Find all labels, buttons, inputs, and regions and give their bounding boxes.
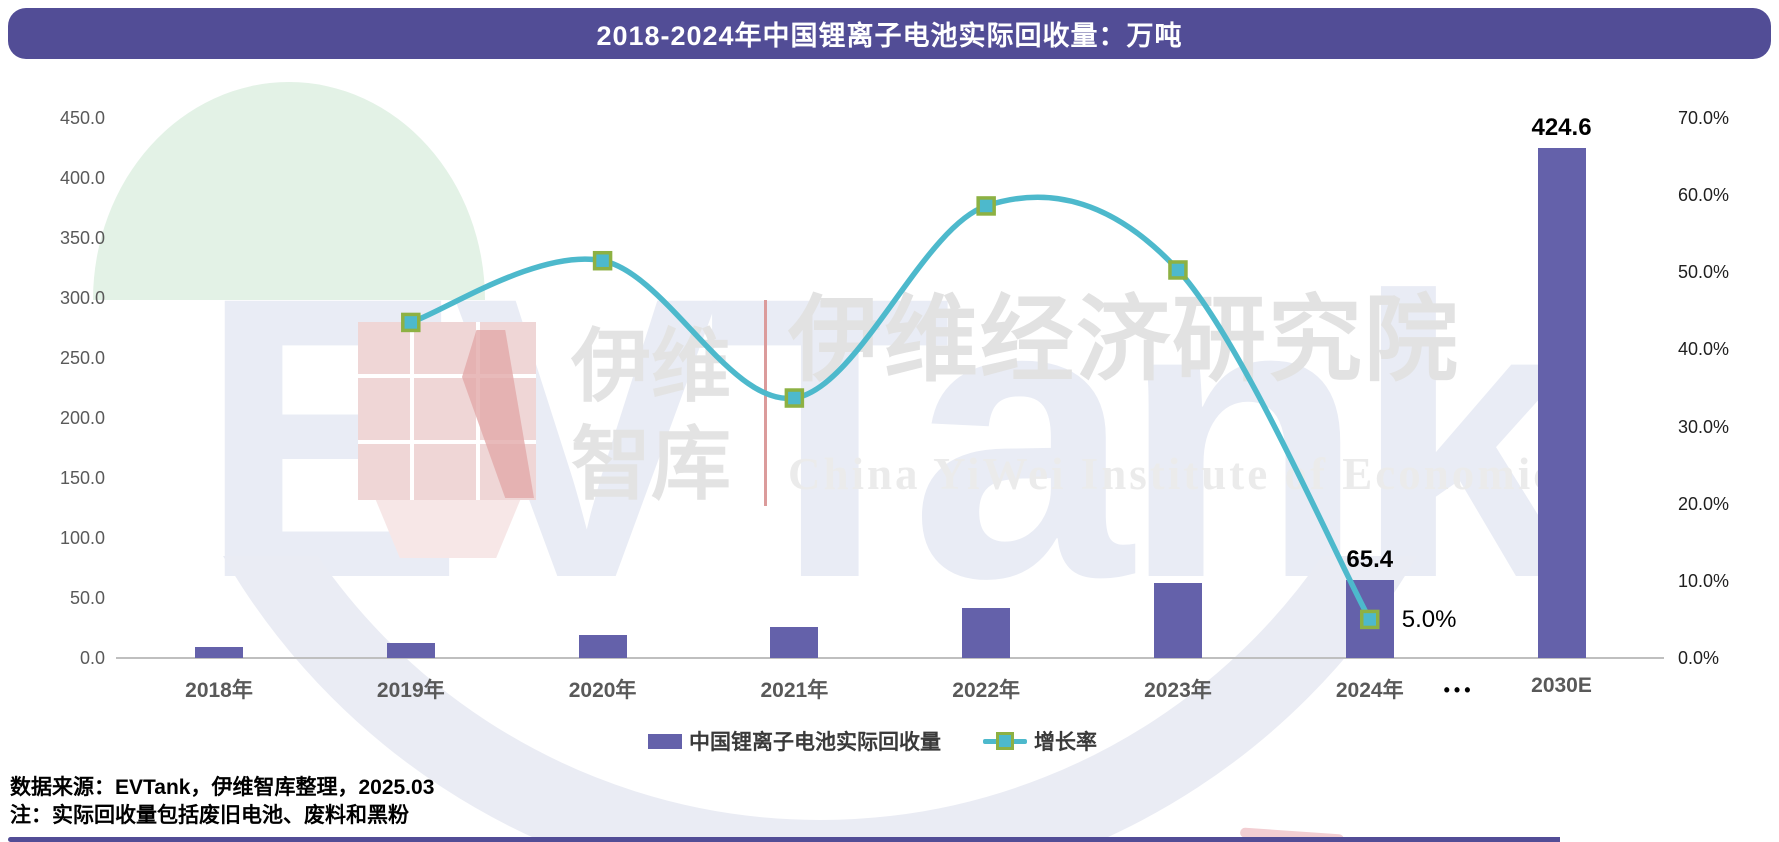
y-axis-tick-left: 200.0 [59, 408, 105, 428]
y-axis-tick-left: 300.0 [59, 288, 105, 308]
line-marker [401, 312, 421, 333]
x-axis-label-2019年: 2019年 [376, 679, 445, 702]
chart-title: 2018-2024年中国锂离子电池实际回收量：万吨 [596, 21, 1183, 51]
line-marker [976, 196, 996, 216]
y-axis-tick-right: 10.0% [1678, 570, 1730, 591]
y-axis-tick-left: 350.0 [59, 228, 105, 248]
line-marker [592, 250, 613, 271]
bar-2018年 [195, 647, 243, 658]
bar-2023年 [1153, 583, 1202, 658]
bar-2020年 [578, 634, 627, 658]
data-label-65.4: 65.4 [1346, 545, 1394, 573]
title-bar: 2018-2024年中国锂离子电池实际回收量：万吨 [8, 8, 1771, 59]
y-axis-tick-right: 60.0% [1678, 185, 1730, 206]
legend-line-label: 增长率 [1034, 731, 1097, 754]
y-axis-tick-left: 450.0 [59, 108, 105, 128]
definition-note: 注：实际回收量包括废旧电池、废料和黑粉 [10, 804, 409, 827]
x-axis-label-2023年: 2023年 [1144, 679, 1212, 702]
footer: 数据来源：EVTank，伊维智库整理，2025.03 注：实际回收量包括废旧电池… [10, 774, 434, 830]
y-axis-tick-right: 50.0% [1678, 262, 1730, 283]
legend: 中国锂离子电池实际回收量 增长率 [0, 726, 1745, 756]
legend-line-swatch [983, 731, 1027, 751]
y-axis-tick-right: 30.0% [1678, 416, 1730, 437]
y-axis-tick-right: 20.0% [1678, 493, 1730, 514]
legend-item-bar: 中国锂离子电池实际回收量 [648, 726, 941, 756]
bottom-accent-strip [8, 837, 1560, 842]
x-axis-label-2022年: 2022年 [952, 679, 1021, 702]
y-axis-tick-left: 100.0 [59, 528, 105, 548]
y-axis-tick-left: 50.0 [69, 588, 105, 608]
legend-item-line: 增长率 [983, 726, 1097, 756]
y-axis-tick-left: 0.0 [79, 648, 105, 668]
bar-2030E [1537, 148, 1586, 658]
bar-2021年 [770, 626, 819, 658]
x-axis-label-2020年: 2020年 [568, 679, 637, 702]
y-axis-tick-left: 150.0 [59, 468, 105, 488]
x-axis-line [116, 657, 1664, 659]
x-axis-label-2024年: 2024年 [1335, 679, 1404, 702]
x-axis-label-2021年: 2021年 [760, 679, 829, 702]
legend-line-marker [996, 732, 1014, 750]
y-axis-tick-left: 400.0 [59, 168, 105, 188]
data-source-note: 数据来源：EVTank，伊维智库整理，2025.03 [10, 776, 435, 799]
y-axis-tick-right: 70.0% [1678, 108, 1730, 128]
data-label-424.6: 424.6 [1531, 114, 1592, 142]
y-axis-tick-left: 250.0 [59, 348, 105, 368]
data-label-5.0%: 5.0% [1401, 606, 1457, 634]
bar-2022年 [962, 608, 1011, 658]
x-axis-ellipsis: ••• [1443, 680, 1475, 700]
x-axis-label-2018年: 2018年 [185, 679, 253, 702]
legend-bar-swatch [648, 733, 682, 749]
line-marker [1168, 260, 1188, 280]
line-marker [784, 388, 805, 408]
bar-2024年 [1345, 579, 1394, 658]
y-axis-tick-right: 0.0% [1678, 648, 1720, 668]
x-axis-label-2030E: 2030E [1531, 674, 1592, 697]
bar-2019年 [386, 642, 435, 658]
y-axis-tick-right: 40.0% [1678, 339, 1730, 360]
legend-bar-label: 中国锂离子电池实际回收量 [689, 731, 941, 754]
